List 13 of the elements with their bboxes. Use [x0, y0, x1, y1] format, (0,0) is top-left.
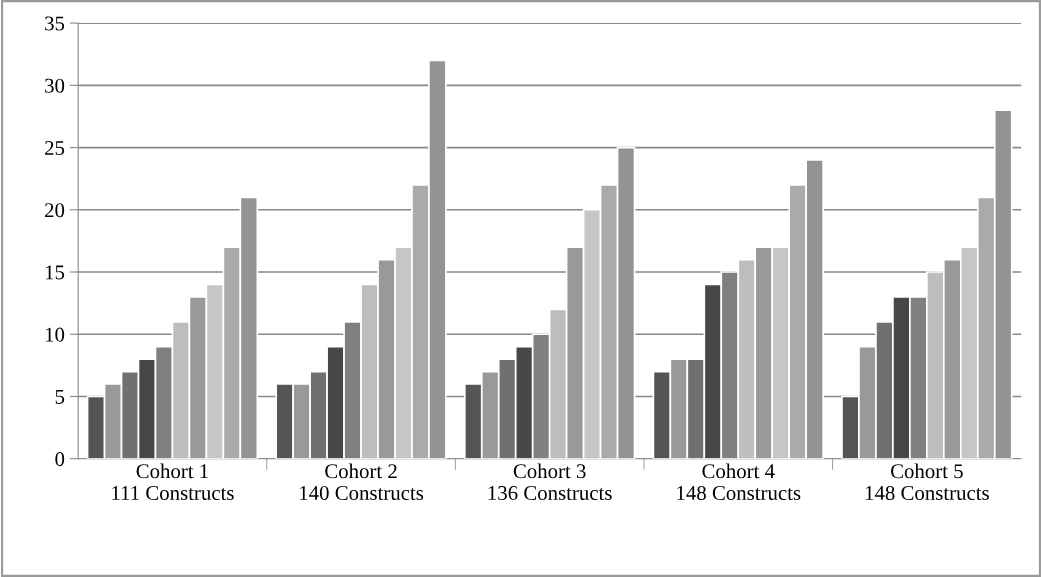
y-tick-label: 35	[45, 16, 65, 31]
x-tick-label: Cohort 1 111 Constructs	[112, 463, 234, 501]
y-tick-label: 25	[45, 140, 65, 155]
y-tick-label: 30	[45, 78, 65, 93]
y-tick-label: 10	[45, 327, 65, 342]
x-tick-label: Cohort 2 140 Constructs	[300, 463, 424, 501]
x-tick-label: Cohort 3 136 Constructs	[488, 463, 612, 501]
y-tick-label: 20	[45, 203, 65, 218]
x-tick-label: Cohort 5 148 Constructs	[865, 463, 989, 501]
y-tick-label: 5	[55, 390, 65, 404]
y-tick-label: 15	[45, 265, 65, 280]
x-tick-label: Cohort 4 148 Constructs	[677, 463, 801, 501]
y-tick-label: 0	[55, 452, 65, 467]
